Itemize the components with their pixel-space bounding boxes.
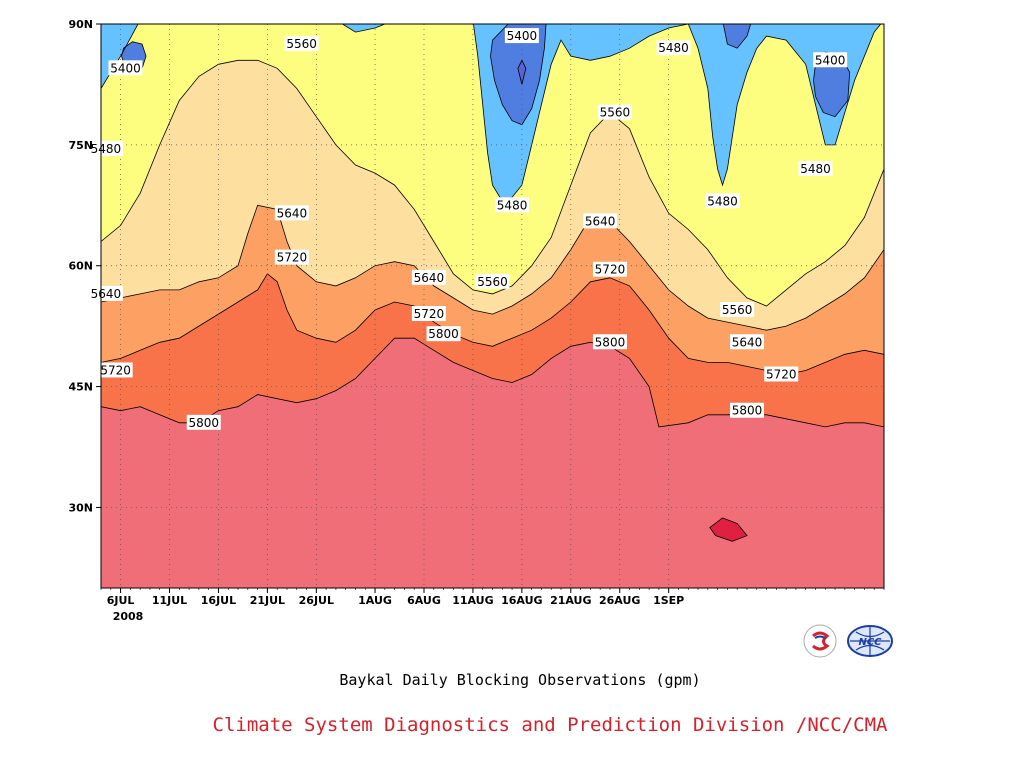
contour-label-5480: 5480 — [495, 197, 530, 213]
x-year-label: 2008 — [113, 610, 144, 623]
min-spot-fill — [517, 60, 526, 85]
svg-text:5560: 5560 — [722, 303, 753, 317]
svg-text:5720: 5720 — [414, 307, 445, 321]
contour-label-5720: 5720 — [764, 366, 799, 382]
contour-label-5400: 5400 — [504, 28, 539, 44]
contour-label-5640: 5640 — [729, 334, 764, 350]
svg-text:5480: 5480 — [91, 142, 122, 156]
svg-text:5560: 5560 — [286, 37, 317, 51]
contour-label-5720: 5720 — [411, 306, 446, 322]
contour-label-5640: 5640 — [583, 213, 618, 229]
contour-label-5480: 5480 — [705, 193, 740, 209]
x-tick-label: 1SEP — [653, 594, 684, 607]
max-spot-fill — [709, 517, 747, 542]
svg-text:5720: 5720 — [100, 363, 131, 377]
contour-label-5560: 5560 — [475, 273, 510, 289]
svg-text:5640: 5640 — [277, 206, 308, 220]
plot-frame — [100, 23, 885, 589]
svg-text:5480: 5480 — [800, 162, 831, 176]
contour-label-5800: 5800 — [186, 414, 221, 430]
contour-label-5720: 5720 — [98, 362, 133, 378]
y-axis: 30N 45N 60N 75N 90N — [68, 18, 93, 514]
x-tick-label: 16AUG — [501, 594, 542, 607]
contour-label-5800: 5800 — [426, 326, 461, 342]
contour-label-5400: 5400 — [108, 60, 143, 76]
contour-label-5720: 5720 — [274, 249, 309, 265]
bcc-logo — [803, 624, 837, 658]
y-tick-label: 30N — [68, 501, 93, 514]
y-tick-label: 60N — [68, 260, 93, 273]
x-tick-label: 1AUG — [358, 594, 392, 607]
contour-labels: 5400 5480 5560 5640 5720 5800 5640 5720 5640 5720… — [88, 28, 848, 430]
contour-label-5480: 5480 — [656, 40, 691, 56]
svg-text:5480: 5480 — [658, 41, 689, 55]
svg-text:5560: 5560 — [600, 106, 631, 120]
svg-text:5640: 5640 — [91, 287, 122, 301]
contour-label-5560: 5560 — [597, 104, 632, 120]
svg-text:5800: 5800 — [595, 335, 626, 349]
x-tick-label: 21JUL — [250, 594, 285, 607]
contour-label-5640: 5640 — [88, 285, 123, 301]
contour-label-5400: 5400 — [813, 52, 848, 68]
chart-subtitle: Baykal Daily Blocking Observations (gpm) — [339, 671, 701, 689]
island-5400-central-line — [490, 24, 547, 126]
svg-text:5640: 5640 — [585, 214, 616, 228]
contour-line-5720 — [101, 273, 884, 375]
island-5400-north-line — [722, 24, 752, 49]
contour-label-5560: 5560 — [720, 302, 755, 318]
svg-text:5800: 5800 — [188, 416, 219, 430]
contour-label-5480: 5480 — [798, 161, 833, 177]
svg-text:5720: 5720 — [277, 251, 308, 265]
contour-line-5480 — [101, 24, 882, 202]
contour-lines — [101, 24, 884, 542]
contour-label-5720: 5720 — [592, 261, 627, 277]
island-5400-north-fill — [723, 24, 751, 49]
contour-label-5640: 5640 — [411, 269, 446, 285]
contour-label-5560: 5560 — [284, 36, 319, 52]
svg-text:NCC: NCC — [858, 637, 882, 648]
x-tick-label: 11AUG — [452, 594, 493, 607]
svg-text:5800: 5800 — [428, 327, 459, 341]
grid-lines — [96, 23, 885, 593]
x-tick-label: 26AUG — [599, 594, 640, 607]
x-tick-label: 6AUG — [407, 594, 441, 607]
contour-label-5800: 5800 — [729, 402, 764, 418]
y-tick-label: 45N — [68, 381, 93, 394]
svg-text:5480: 5480 — [707, 194, 738, 208]
svg-text:5720: 5720 — [766, 367, 797, 381]
contour-label-5800: 5800 — [592, 334, 627, 350]
svg-text:5400: 5400 — [110, 61, 141, 75]
contour-label-5640: 5640 — [274, 205, 309, 221]
x-tick-label: 16JUL — [201, 594, 236, 607]
island-5400-east-fill — [813, 52, 850, 117]
max-spot-line — [709, 517, 748, 542]
contour-fills — [101, 24, 884, 588]
x-tick-label: 6JUL — [107, 594, 135, 607]
svg-text:5720: 5720 — [595, 263, 626, 277]
svg-text:5640: 5640 — [732, 335, 763, 349]
ncc-logo: NCC — [847, 625, 893, 657]
svg-text:5480: 5480 — [497, 198, 528, 212]
x-axis: 6JUL 11JUL 16JUL 21JUL 26JUL 1AUG 6AUG 11AUG 16A… — [107, 594, 685, 607]
svg-text:5400: 5400 — [507, 29, 538, 43]
fill-5400-5480 — [101, 24, 881, 202]
credit-line: Climate System Diagnostics and Predictio… — [212, 714, 888, 736]
contour-label-5480: 5480 — [88, 140, 123, 156]
y-tick-label: 75N — [68, 139, 93, 152]
x-tick-label: 11JUL — [152, 594, 187, 607]
x-tick-label: 26JUL — [299, 594, 334, 607]
contour-line-5640 — [101, 204, 884, 331]
svg-text:5400: 5400 — [815, 53, 846, 67]
y-tick-label: 90N — [68, 18, 93, 31]
min-spot-line — [517, 59, 527, 85]
svg-text:5560: 5560 — [477, 275, 508, 289]
svg-text:5640: 5640 — [414, 271, 445, 285]
contour-line-5560 — [101, 59, 884, 307]
x-tick-label: 21AUG — [550, 594, 591, 607]
svg-text:5800: 5800 — [732, 404, 763, 418]
island-5400-central-fill — [490, 24, 547, 125]
